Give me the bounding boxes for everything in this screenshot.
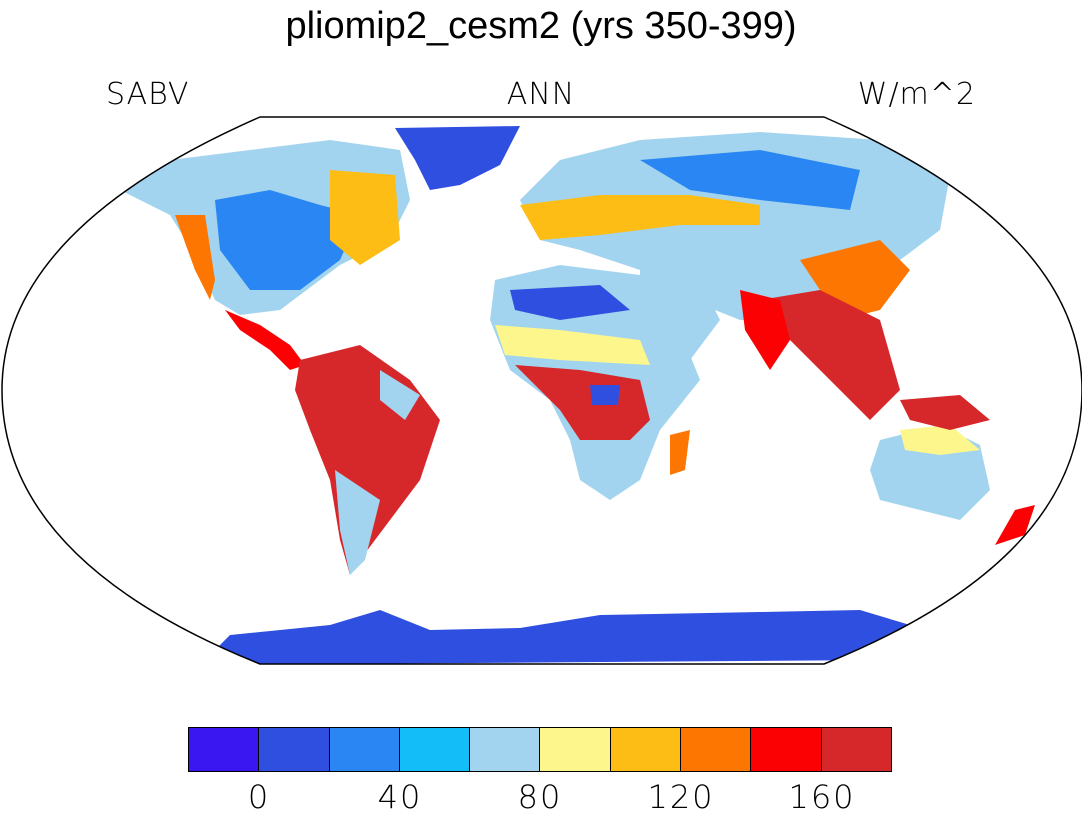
- colorbar-swatch: [681, 728, 752, 771]
- colorbar-tick-label: 40: [377, 778, 423, 816]
- australia-north: [900, 425, 980, 455]
- europe-warm-band: [520, 195, 760, 240]
- colorbar-tick-label: 0: [247, 778, 271, 816]
- colorbar-swatch: [540, 728, 611, 771]
- land-fill-layer: [120, 126, 1035, 664]
- units-label: W/m^2: [857, 77, 976, 112]
- north-america-east: [330, 170, 400, 265]
- india-hot: [740, 290, 790, 370]
- south-america-east: [380, 370, 420, 420]
- north-america-west: [175, 215, 215, 300]
- colorbar-tick-label: 120: [647, 778, 715, 816]
- sahel-yellow: [495, 325, 650, 365]
- colorbar-swatch: [329, 728, 400, 771]
- southeast-asia-hot: [760, 290, 900, 420]
- madagascar: [670, 430, 690, 475]
- colorbar-tick-label: 80: [517, 778, 563, 816]
- greenland-land: [395, 126, 520, 190]
- middle-east-land: [640, 270, 720, 360]
- central-africa-hot: [515, 365, 650, 440]
- colorbar-tick-label: 160: [788, 778, 856, 816]
- variable-label: SABV: [106, 77, 190, 112]
- season-label: ANN: [506, 77, 576, 112]
- map-boundary: [1, 116, 1082, 665]
- colorbar-swatch: [399, 728, 471, 771]
- plot-title: pliomip2_cesm2 (yrs 350-399): [285, 5, 797, 47]
- antarctica-land: [200, 610, 910, 664]
- colorbar-swatch: [821, 728, 891, 771]
- new-guinea: [900, 395, 990, 430]
- colorbar-swatch: [610, 728, 682, 771]
- colorbar-swatch: [189, 728, 260, 771]
- congo-blue: [590, 385, 620, 405]
- colorbar-swatch: [751, 728, 822, 771]
- north-america-interior: [215, 190, 360, 290]
- central-america: [225, 310, 305, 370]
- siberia-cool: [640, 150, 860, 210]
- new-zealand: [995, 505, 1035, 545]
- colorbar-swatch: [259, 728, 330, 771]
- sahara-cool: [510, 285, 630, 320]
- colorbar-swatch: [470, 728, 541, 771]
- colorbar: [188, 727, 892, 772]
- south-america-south: [335, 470, 380, 575]
